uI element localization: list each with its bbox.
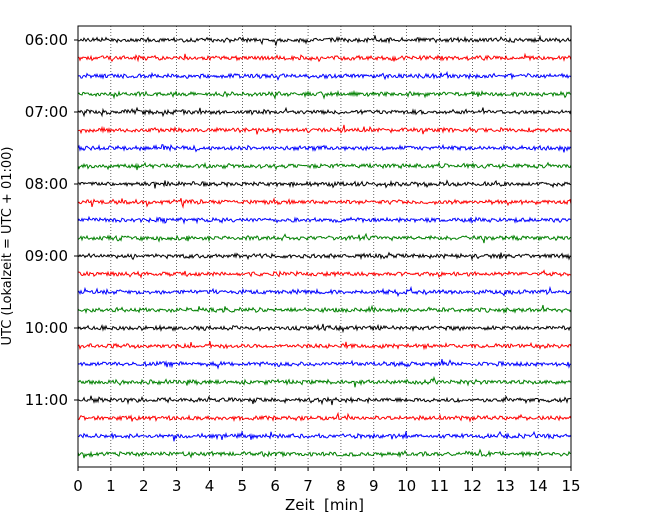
trace-1115 <box>77 411 572 423</box>
x-tick-label: 11 <box>430 477 449 495</box>
trace-0745 <box>77 161 572 171</box>
trace-0715 <box>77 124 572 135</box>
x-tick-label: 4 <box>205 477 215 495</box>
x-tick-label: 8 <box>336 477 346 495</box>
trace-1145 <box>77 448 572 459</box>
trace-1130 <box>77 430 572 442</box>
trace-1000 <box>77 323 572 334</box>
trace-0615 <box>77 52 572 63</box>
x-tick-label: 15 <box>561 477 580 495</box>
trace-1045 <box>77 376 572 388</box>
trace-1015 <box>77 341 572 351</box>
trace-0630 <box>77 70 572 82</box>
y-tick-label: 10:00 <box>25 319 68 337</box>
trace-0700 <box>77 106 572 118</box>
trace-0815 <box>77 197 572 209</box>
x-tick-label: 6 <box>270 477 280 495</box>
trace-1030 <box>77 358 572 370</box>
trace-0900 <box>77 251 572 262</box>
trace-0845 <box>77 232 572 244</box>
x-tick-label: 5 <box>238 477 248 495</box>
trace-1100 <box>77 395 572 406</box>
trace-0945 <box>77 304 572 314</box>
seismic-traces <box>77 34 572 459</box>
x-axis-label: Zeit [min] <box>285 496 364 514</box>
x-tick-label: 13 <box>496 477 515 495</box>
trace-0930 <box>77 285 572 298</box>
trace-0730 <box>77 143 572 153</box>
x-tick-label: 14 <box>529 477 548 495</box>
x-tick-label: 3 <box>172 477 182 495</box>
x-tick-label: 10 <box>397 477 416 495</box>
plot-frame <box>77 25 572 468</box>
trace-0830 <box>77 215 572 225</box>
x-tick-label: 0 <box>73 477 83 495</box>
trace-0600 <box>77 34 572 47</box>
y-axis-ticks: 06:00 07:00 08:00 09:00 10:00 11:00 <box>25 31 78 409</box>
y-tick-label: 08:00 <box>25 175 68 193</box>
y-tick-label: 09:00 <box>25 247 68 265</box>
x-axis-ticks: 0 1 2 3 4 5 6 7 8 9 10 11 12 13 14 15 <box>73 467 581 495</box>
y-axis-label: UTC (Lokalzeit = UTC + 01:00) <box>0 147 15 346</box>
trace-0915 <box>77 269 572 279</box>
trace-0645 <box>77 89 572 100</box>
y-tick-label: 11:00 <box>25 391 68 409</box>
y-tick-label: 07:00 <box>25 103 68 121</box>
y-tick-label: 06:00 <box>25 31 68 49</box>
trace-0800 <box>77 179 572 189</box>
x-tick-label: 9 <box>369 477 379 495</box>
x-tick-label: 7 <box>303 477 313 495</box>
x-tick-label: 2 <box>139 477 149 495</box>
x-tick-label: 12 <box>463 477 482 495</box>
x-tick-label: 1 <box>106 477 116 495</box>
